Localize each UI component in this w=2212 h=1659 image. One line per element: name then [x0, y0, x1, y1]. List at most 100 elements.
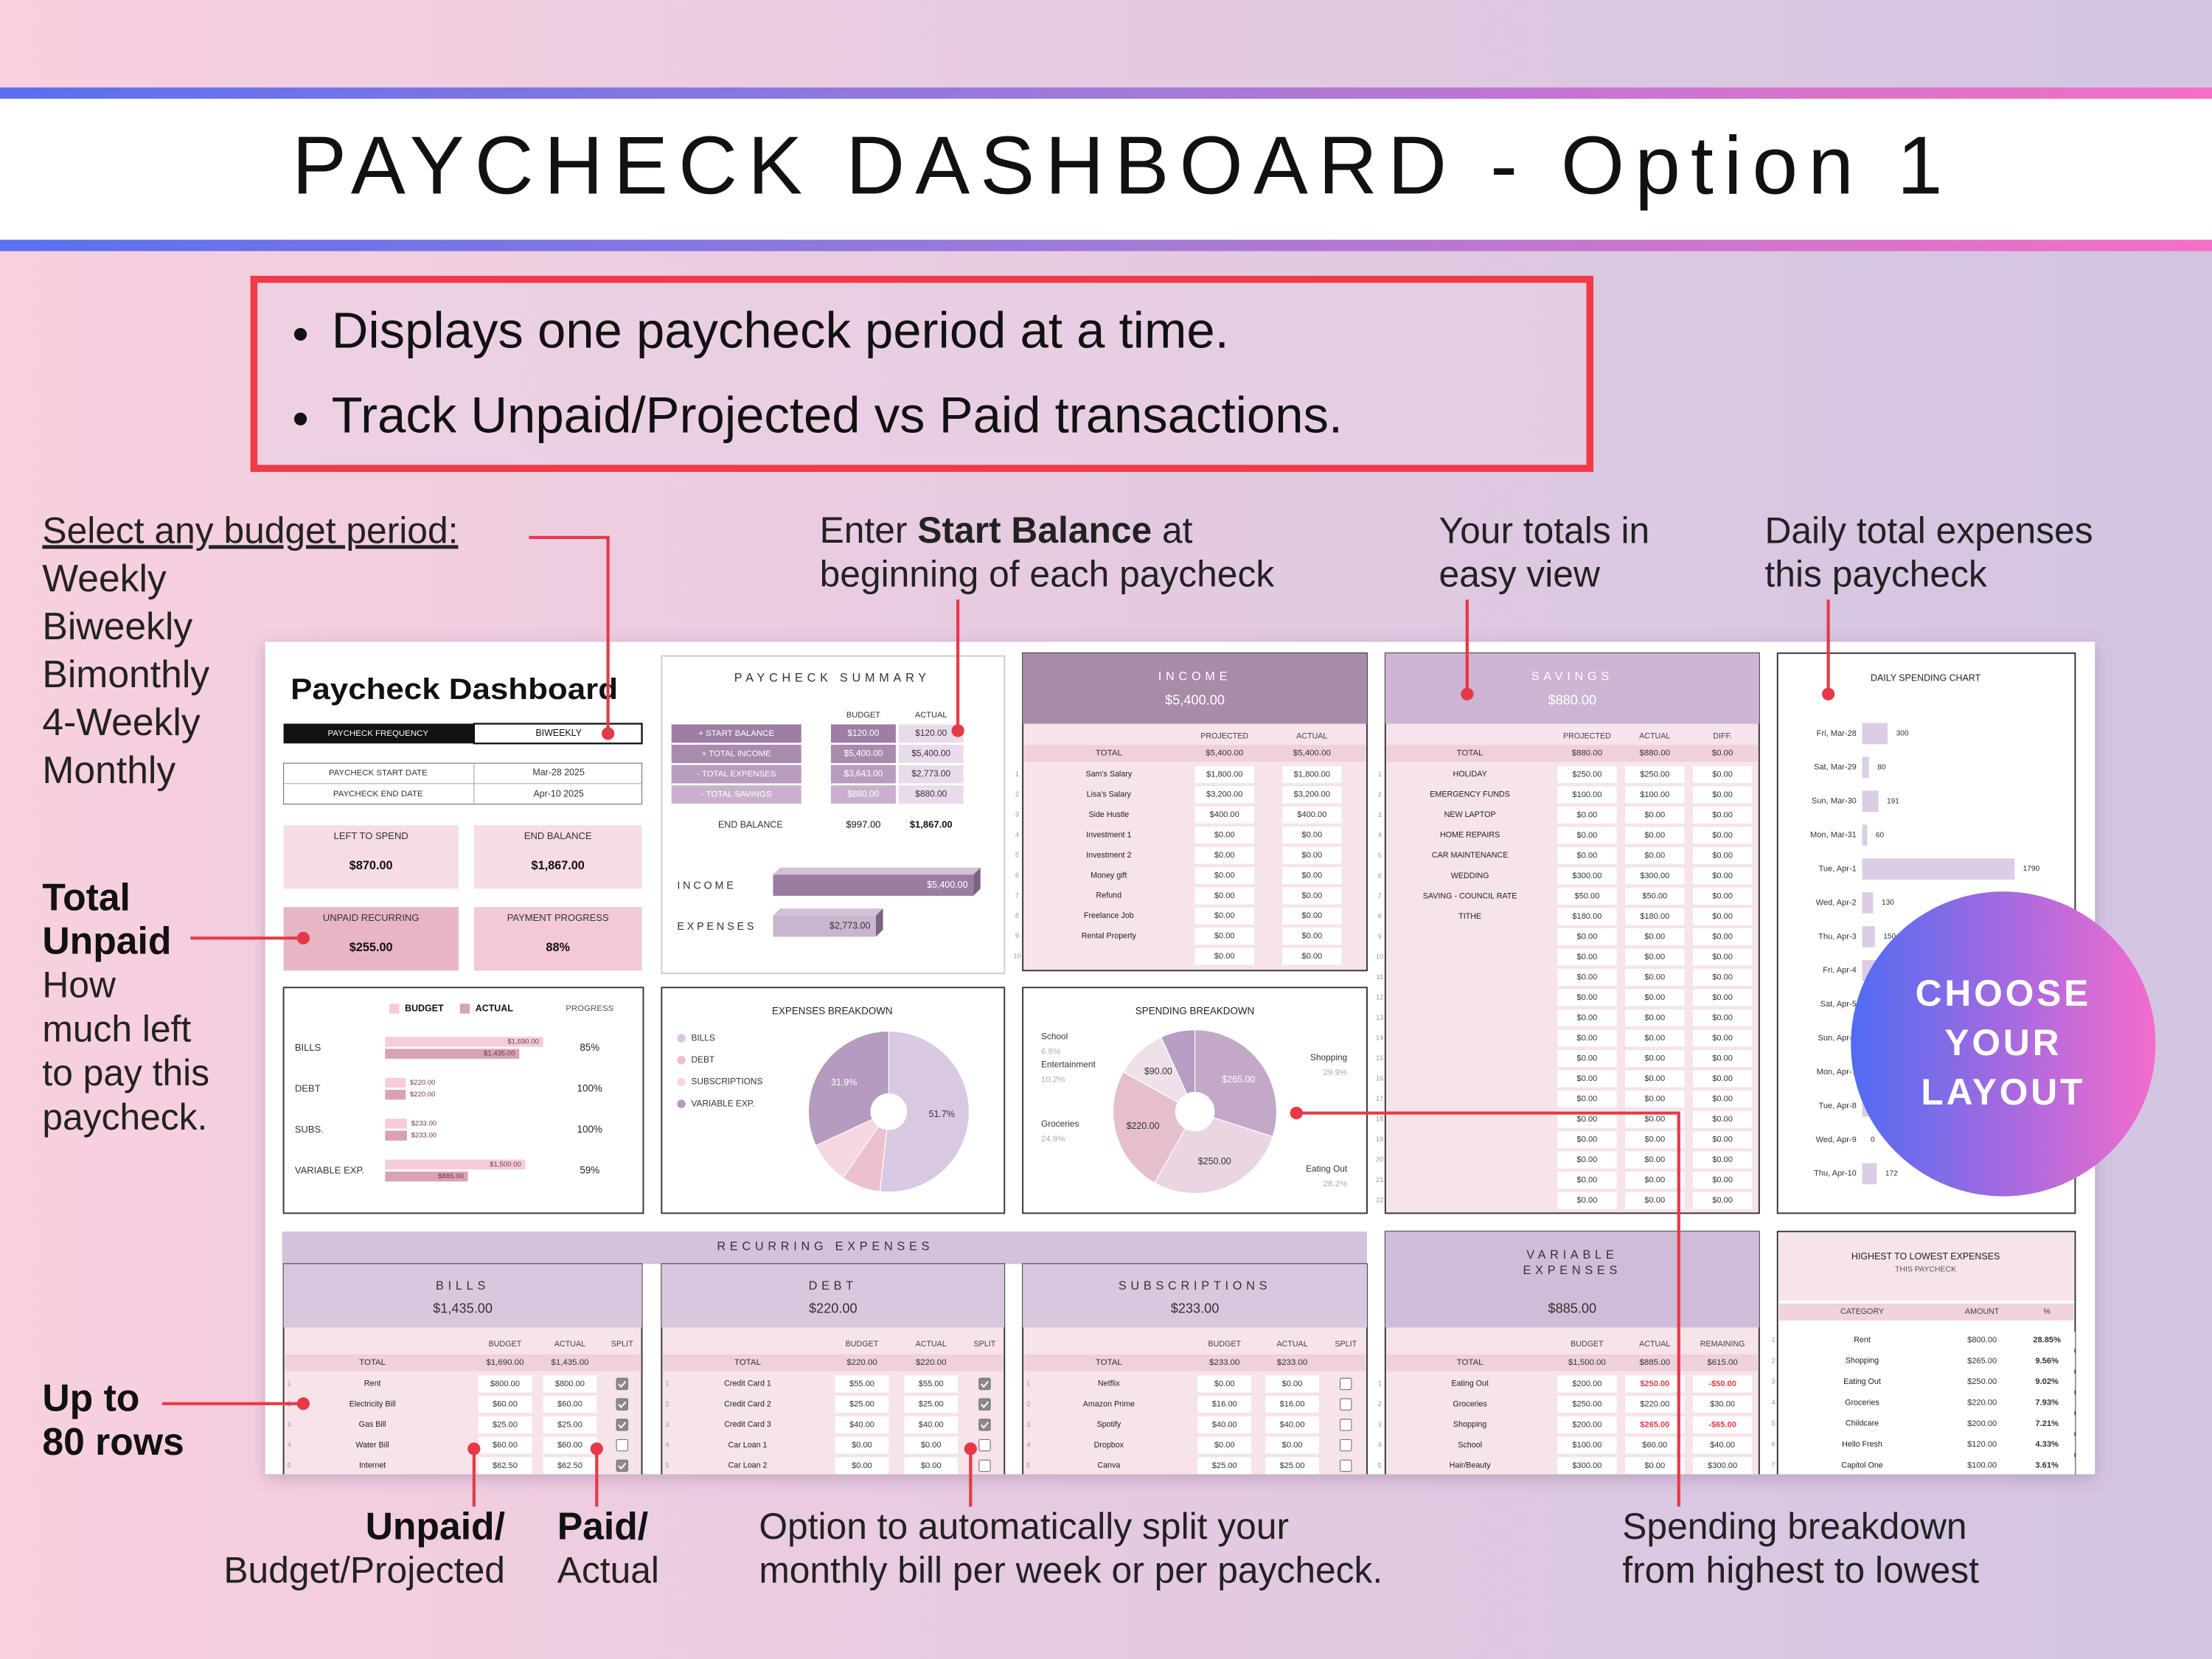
bottom-strip	[0, 240, 2212, 251]
cell-value: $0.00	[1644, 1461, 1665, 1470]
cell	[830, 724, 896, 743]
cell	[1197, 1416, 1252, 1433]
legend-swatch	[677, 1056, 686, 1065]
cell	[1557, 1050, 1617, 1068]
bar-value-label: $220.00	[410, 1079, 436, 1087]
cell	[2018, 1457, 2076, 1474]
column-header-bg	[1778, 1303, 2074, 1321]
cell	[1557, 867, 1617, 885]
cell	[1625, 1436, 1685, 1454]
split-checkbox[interactable]	[978, 1377, 991, 1391]
day-label: Mon, Mar-31	[1810, 831, 1857, 840]
split-checkbox[interactable]	[1340, 1459, 1352, 1472]
cell	[1557, 1457, 1617, 1475]
panel-title: BILLS	[436, 1279, 490, 1293]
category-label: DEBT	[295, 1082, 321, 1093]
row-label: Dropbox	[1094, 1441, 1124, 1450]
annotation: easy view	[1439, 554, 1601, 595]
day-label: Fri, Mar-28	[1817, 729, 1857, 738]
annotation: Monthly	[42, 748, 175, 791]
cell	[1194, 907, 1254, 925]
cell-value: $3,200.00	[1206, 790, 1242, 799]
split-checkbox[interactable]	[1340, 1398, 1352, 1411]
cell	[835, 1416, 889, 1433]
cell-value: $0.00	[1577, 851, 1598, 860]
row-label: Rental Property	[1082, 932, 1137, 941]
cell-value: 4.33%	[2035, 1440, 2059, 1449]
column-header: DIFF.	[1713, 732, 1732, 741]
split-checkbox[interactable]	[978, 1459, 991, 1472]
cell	[904, 1436, 959, 1454]
split-checkbox[interactable]	[1340, 1377, 1352, 1391]
row-number: 1	[1026, 1380, 1030, 1387]
split-checkbox[interactable]	[616, 1398, 628, 1411]
bar-value-label: $1,435.00	[484, 1050, 515, 1058]
cell-value: $250.00	[1967, 1377, 1997, 1386]
row-label: Rent	[364, 1380, 381, 1388]
cell-value: $0.00	[1712, 932, 1733, 941]
split-checkbox[interactable]	[1340, 1419, 1352, 1431]
split-checkbox[interactable]	[616, 1459, 628, 1472]
cell-value: $0.00	[1214, 1380, 1235, 1388]
legend-label: VARIABLE EXP.	[691, 1098, 754, 1108]
cell-value: $0.00	[1712, 1054, 1733, 1062]
cell-value: $250.00	[1640, 1380, 1669, 1388]
cell	[1194, 765, 1254, 783]
row-number: 1	[1378, 771, 1382, 778]
total-value: $885.00	[1640, 1358, 1670, 1367]
bar-value-label: 300	[1896, 730, 1909, 738]
cell-value: 7.21%	[2035, 1419, 2059, 1428]
bar-value-label: 172	[1885, 1170, 1898, 1178]
legend-label: DEBT	[691, 1054, 714, 1065]
cell	[1953, 1373, 2011, 1391]
cell-value: $0.00	[1577, 831, 1598, 840]
row-number: 6	[1771, 1441, 1775, 1448]
frequency-select[interactable]	[473, 723, 643, 745]
cell	[1557, 1029, 1617, 1047]
split-checkbox[interactable]	[1340, 1439, 1352, 1452]
row-number: 5	[1378, 1461, 1382, 1469]
cell-value: $5,400.00	[911, 748, 950, 759]
cell	[1557, 887, 1617, 905]
cell	[1625, 928, 1685, 945]
cell	[1625, 1457, 1685, 1475]
cell-value: $0.00	[1577, 973, 1598, 981]
check-mark	[980, 1422, 989, 1429]
row-label: Shopping	[1453, 1420, 1486, 1429]
date-value: Apr-10 2025	[533, 788, 583, 799]
cell	[1625, 948, 1685, 966]
cell-value: $265.00	[1640, 1420, 1669, 1429]
panel-title: SUBSCRIPTIONS	[1119, 1279, 1271, 1293]
row-label: SAVING - COUNCIL RATE	[1423, 891, 1517, 900]
cell	[478, 1396, 532, 1413]
row-label-bg	[671, 745, 801, 763]
row-number: 5	[1015, 851, 1019, 858]
row-label: Freelance Job	[1084, 911, 1134, 920]
cell-value: $0.00	[1644, 1176, 1665, 1185]
cell-value: $0.00	[921, 1441, 942, 1450]
row-number: 3	[665, 1421, 669, 1428]
split-checkbox[interactable]	[978, 1439, 991, 1452]
row-label: Car Loan 1	[728, 1441, 768, 1450]
cell	[1692, 948, 1753, 966]
split-checkbox[interactable]	[616, 1377, 628, 1391]
cell-value: $0.00	[1712, 831, 1733, 840]
bar	[385, 1077, 406, 1088]
split-checkbox[interactable]	[978, 1419, 991, 1431]
split-checkbox[interactable]	[616, 1439, 628, 1452]
row-label: Canva	[1097, 1461, 1120, 1470]
cell-value: $1,800.00	[1294, 770, 1330, 779]
cell	[1692, 1172, 1753, 1189]
cell-value: $0.00	[1301, 851, 1322, 860]
cell-value: $0.00	[852, 1441, 872, 1450]
split-checkbox[interactable]	[616, 1419, 628, 1431]
row-label: CAR MAINTENANCE	[1432, 851, 1508, 860]
row-number: 10	[1376, 953, 1383, 960]
cell	[1282, 846, 1342, 864]
pie-slice	[1194, 1029, 1278, 1138]
annotation: Option to automatically split your	[759, 1506, 1289, 1547]
row-number: 19	[1376, 1135, 1383, 1143]
split-checkbox[interactable]	[978, 1398, 991, 1411]
cell	[1692, 928, 1753, 945]
pie-hole	[1175, 1091, 1215, 1132]
